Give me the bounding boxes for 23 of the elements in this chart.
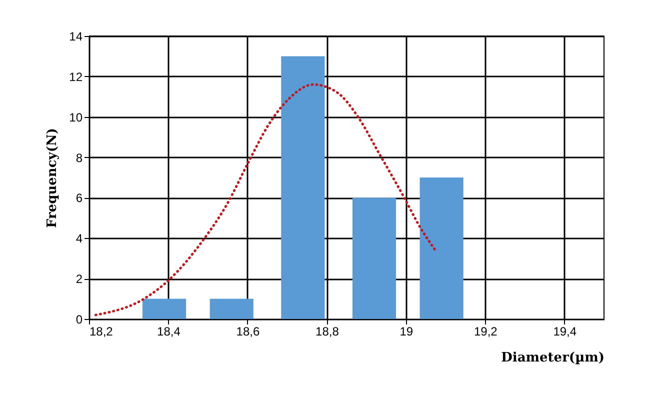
y-tick-label: 14	[69, 30, 83, 44]
x-tick-label: 18,4	[157, 324, 181, 338]
x-tick-label: 18,6	[236, 324, 260, 338]
x-tick-label: 19,2	[474, 324, 498, 338]
y-tick-label: 10	[69, 110, 83, 124]
x-tick-label: 19,4	[553, 324, 577, 338]
y-tick-label: 6	[76, 191, 83, 206]
x-tick-label: 19	[400, 324, 414, 338]
y-tick-label: 4	[76, 232, 83, 246]
bar	[210, 298, 254, 319]
y-tick-label: 8	[76, 150, 83, 165]
bar	[142, 298, 186, 319]
x-tick-label: 18,2	[90, 324, 114, 338]
y-tick-label: 12	[69, 70, 83, 84]
line-series	[94, 83, 438, 316]
x-axis-title: Diameter(µm)	[501, 350, 604, 366]
bar	[420, 178, 464, 319]
y-tick-label: 0	[76, 312, 83, 326]
y-tick-label: 2	[76, 272, 83, 286]
x-tick-label: 18,8	[316, 324, 340, 338]
bar	[281, 56, 325, 319]
bar	[352, 198, 396, 319]
y-axis-title: Frequency(N)	[45, 128, 60, 228]
